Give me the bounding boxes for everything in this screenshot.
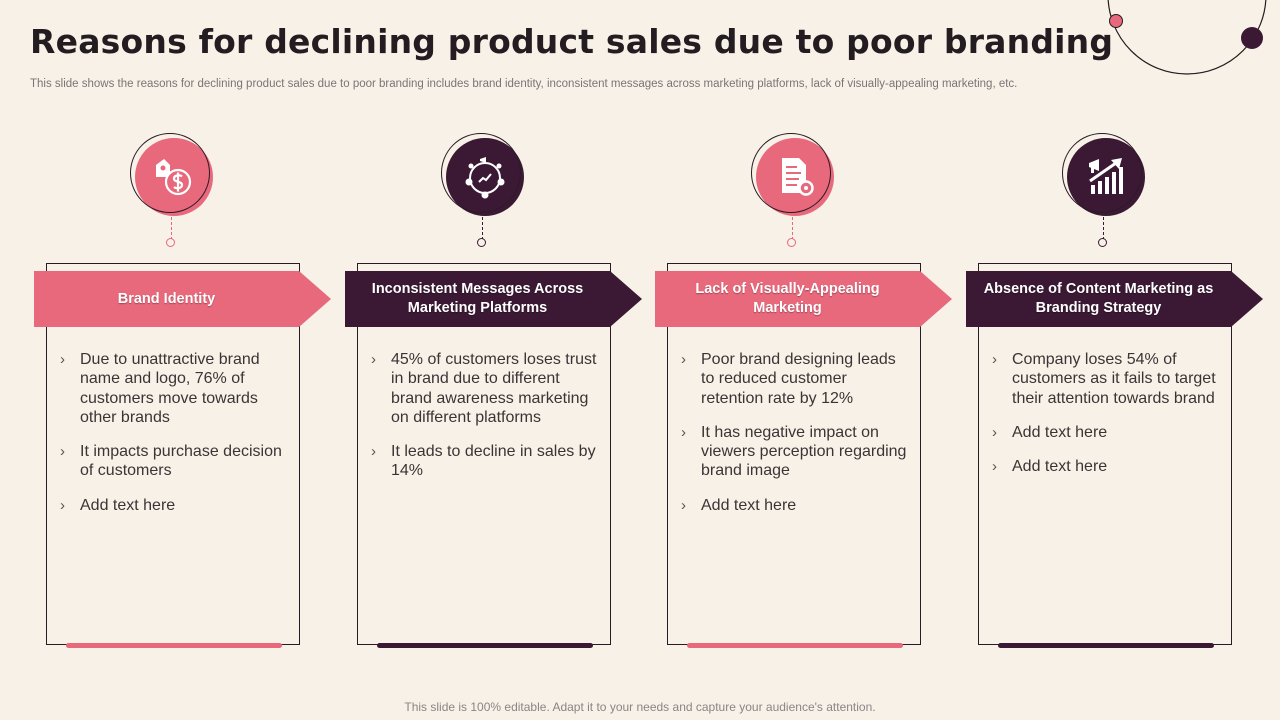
connector-line: [482, 217, 483, 245]
list-item: › It has negative impact on viewers perce…: [681, 423, 907, 480]
connector-dot: [787, 238, 796, 247]
reason-bullet-list: › Company loses 54% of customers as it fa…: [992, 350, 1224, 491]
list-item: › Add text here: [992, 458, 1108, 476]
icon-badge: [1062, 133, 1146, 217]
reason-heading: Brand Identity: [117, 290, 216, 307]
card-bottom-bar: [377, 643, 593, 648]
slide-title: Reasons for declining product sales due …: [30, 22, 1114, 61]
list-item: › 45% of customers loses trust in brand d…: [371, 351, 597, 426]
list-item: › Add text here: [992, 423, 1108, 441]
decorative-circle-icon: [1107, 0, 1267, 75]
card-bottom-bar: [687, 643, 903, 648]
connector-dot: [477, 238, 486, 247]
reason-heading-banner: Lack of Visually-Appealing Marketing: [655, 271, 952, 327]
reason-column-2: Inconsistent Messages Across Marketing P…: [345, 125, 655, 655]
card-bottom-bar: [66, 643, 282, 648]
reason-column-4: Absence of Content Marketing as Branding…: [966, 125, 1276, 655]
connector-line: [1103, 217, 1104, 245]
list-item: › It leads to decline in sales by 14%: [371, 443, 596, 480]
card-bottom-bar: [998, 643, 1214, 648]
reason-column-3: Lack of Visually-Appealing Marketing › Po…: [655, 125, 965, 655]
connector-dot: [166, 238, 175, 247]
reason-bullet-list: › 45% of customers loses trust in brand d…: [371, 350, 603, 496]
list-item: › Company loses 54% of customers as it fa…: [992, 351, 1216, 407]
reason-heading-banner: Brand Identity: [34, 271, 331, 327]
reason-column-1: Brand Identity › Due to unattractive bran…: [34, 125, 344, 655]
reason-heading-banner: Inconsistent Messages Across Marketing P…: [345, 271, 642, 327]
reason-heading: Inconsistent Messages Across Marketing P…: [371, 281, 584, 316]
slide-subtitle: This slide shows the reasons for declini…: [30, 78, 1018, 90]
connector-line: [171, 217, 172, 245]
slide-footer: This slide is 100% editable. Adapt it to…: [404, 700, 876, 714]
connector-dot: [1098, 238, 1107, 247]
list-item: › Add text here: [681, 496, 797, 514]
reason-heading: Lack of Visually-Appealing Marketing: [695, 281, 880, 316]
icon-badge: [441, 133, 525, 217]
list-item: › Due to unattractive brand name and logo…: [60, 351, 260, 426]
list-item: › It impacts purchase decision of custome…: [60, 443, 282, 480]
reason-bullet-list: › Poor brand designing leads to reduced c…: [681, 350, 913, 530]
icon-badge: [751, 133, 835, 217]
reason-heading-banner: Absence of Content Marketing as Branding…: [966, 271, 1263, 327]
reason-bullet-list: › Due to unattractive brand name and logo…: [60, 350, 292, 530]
connector-line: [792, 217, 793, 245]
reason-heading: Absence of Content Marketing as Branding…: [983, 281, 1214, 316]
list-item: › Add text here: [60, 496, 176, 514]
list-item: › Poor brand designing leads to reduced c…: [681, 351, 896, 407]
icon-badge: [130, 133, 214, 217]
